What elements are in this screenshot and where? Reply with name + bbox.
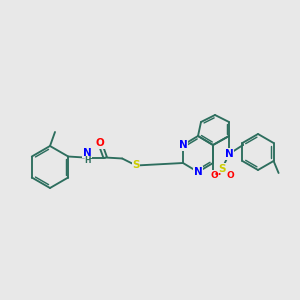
Text: N: N	[225, 149, 233, 159]
Text: H: H	[84, 156, 90, 165]
Text: S: S	[132, 160, 140, 170]
Text: S: S	[218, 164, 226, 174]
Text: N: N	[83, 148, 92, 158]
Text: ∙∙: ∙∙	[214, 171, 222, 177]
Text: O: O	[96, 139, 105, 148]
Text: N: N	[178, 140, 188, 150]
Text: N: N	[194, 167, 202, 177]
Text: O: O	[210, 170, 218, 179]
Text: O: O	[226, 170, 234, 179]
